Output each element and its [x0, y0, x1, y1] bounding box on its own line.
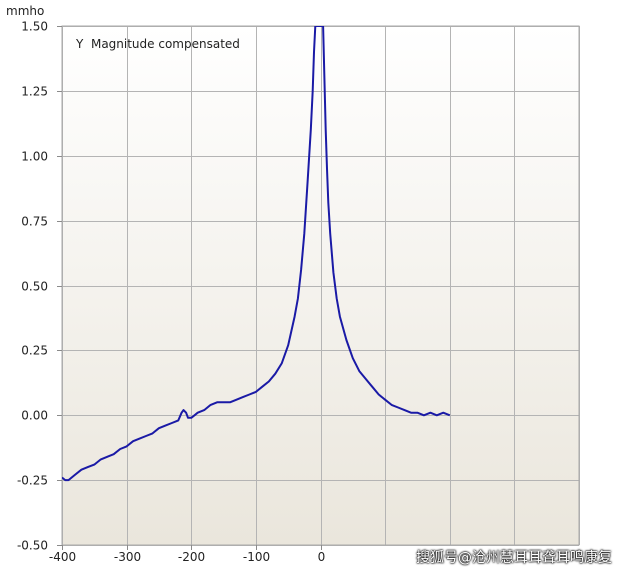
y-tick-label: 1.50	[21, 20, 48, 34]
y-tick-labels: 1.50 1.25 1.00 0.75 0.50 0.25 0.00 -0.25 -0.50	[17, 20, 62, 553]
y-tick-label: 0.50	[21, 280, 48, 294]
x-tick-label: 0	[318, 550, 326, 564]
y-tick-label: 1.00	[21, 150, 48, 164]
plot-area	[62, 26, 579, 545]
x-tick-label: -200	[178, 550, 205, 564]
y-tick-label: 0.75	[21, 215, 48, 229]
y-tick-label: 0.00	[21, 409, 48, 423]
y-tick-label: 0.25	[21, 344, 48, 358]
x-tick-label: -100	[243, 550, 270, 564]
series-line	[62, 26, 451, 482]
series-layer	[62, 26, 451, 482]
y-tick-label: -0.50	[17, 539, 48, 553]
y-unit-label: mmho	[6, 4, 44, 18]
legend-label: Y Magnitude compensated	[75, 37, 240, 51]
y-tick-label: -0.25	[17, 474, 48, 488]
x-tick-labels: -400 -300 -200 -100 0	[49, 545, 325, 564]
x-tick-label: -300	[114, 550, 141, 564]
watermark-text: 搜狐号@沧州慧耳耳聋耳鸣康复	[416, 550, 612, 566]
x-tick-label: -400	[49, 550, 76, 564]
y-tick-label: 1.25	[21, 85, 48, 99]
